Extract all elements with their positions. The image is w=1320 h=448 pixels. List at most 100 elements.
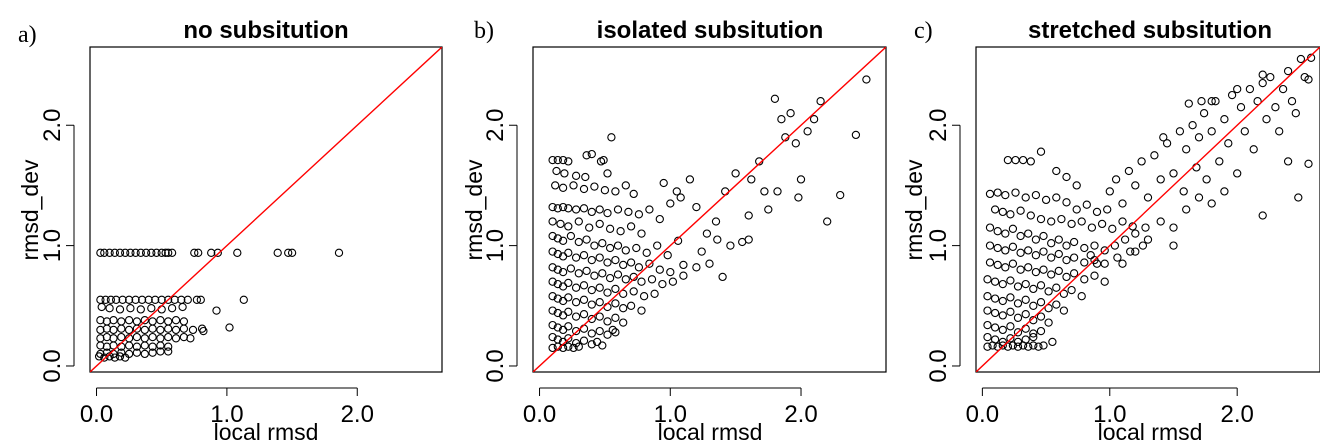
panel-a-y-axis: 0.0 1.0 2.0	[39, 109, 75, 383]
panel-a-point	[94, 352, 104, 361]
panel-b-point	[637, 229, 646, 238]
panel-a-point	[124, 325, 134, 335]
panel-c-point	[1287, 97, 1297, 106]
panel-a-point	[164, 347, 173, 356]
panel-a-point	[199, 326, 208, 336]
panel-b-point	[582, 266, 591, 276]
panel-c-point	[1016, 265, 1025, 274]
panel-c-point	[1233, 84, 1242, 94]
panel-b-point	[816, 97, 825, 106]
panel-c-point	[990, 205, 1000, 214]
panel-b-point	[613, 205, 623, 214]
panel-b-point	[605, 224, 615, 233]
panel-c-point	[1291, 109, 1300, 118]
panel-c-point	[1253, 97, 1262, 106]
panel-a-x-tick-label: 0.0	[80, 401, 113, 428]
panel-c-point	[1143, 235, 1153, 244]
panel-a-point	[233, 248, 242, 257]
panel-b-point	[558, 267, 568, 277]
panel-b-point	[564, 342, 573, 351]
panel-c-point	[1138, 241, 1148, 250]
panel-c-point	[1006, 334, 1015, 343]
panel-b-title: isolated subsitution	[597, 17, 824, 44]
panel-b-point	[777, 115, 786, 124]
panel-c-point	[1021, 193, 1030, 202]
panel-c-point	[1080, 275, 1089, 284]
panel-a-point	[156, 341, 165, 350]
panel-b-point	[637, 277, 646, 286]
panel-b-point	[564, 222, 573, 231]
panel-a-point	[140, 334, 149, 343]
panel-c-point	[1220, 115, 1229, 124]
panel-c-point	[1013, 313, 1023, 322]
panel-c-point	[1100, 277, 1109, 286]
panel-b-point	[558, 236, 568, 245]
panel-b-point	[711, 217, 721, 226]
panel-a-point	[164, 324, 173, 333]
panel-c-point	[1080, 243, 1089, 253]
panel-b-point	[548, 263, 557, 272]
panel-c-point	[998, 296, 1007, 306]
panel-a-point	[164, 342, 173, 351]
panel-a-point	[157, 248, 166, 257]
panel-c-point	[1029, 284, 1038, 294]
panel-b-point	[721, 187, 730, 196]
panel-a-point	[137, 295, 147, 304]
panel-b-point	[650, 289, 659, 298]
panel-b-point	[647, 275, 657, 284]
panel-a-point	[140, 349, 149, 359]
panel-c-point	[990, 277, 1000, 286]
panel-a-point	[148, 324, 157, 333]
panel-b-point	[851, 130, 861, 140]
panel-b-point	[668, 277, 678, 286]
panel-b-point	[744, 235, 753, 244]
panel-a-point	[157, 295, 166, 304]
panel-a-point	[171, 325, 181, 335]
panel-c-point	[1031, 235, 1041, 244]
panel-b-point	[672, 187, 681, 196]
panel-c-point	[1034, 342, 1043, 351]
panel-a-point	[96, 248, 105, 257]
panel-c-point	[1008, 242, 1018, 251]
panel-b-point	[595, 219, 604, 229]
panel-b: b) isolated subsitution 0.0 1.0 2.0 0.0 1.0…	[461, 17, 887, 445]
panel-b-point	[564, 248, 573, 257]
panel-a-point	[115, 305, 125, 314]
panel-a-title: no subsitution	[183, 17, 348, 44]
panel-b-point	[560, 169, 569, 178]
panel-c-point	[985, 189, 995, 199]
panel-c-point	[1062, 241, 1071, 250]
panel-a-point	[102, 324, 112, 333]
panel-c-point	[1006, 322, 1015, 331]
panel-c-point	[1092, 207, 1102, 217]
panel-c-point	[1016, 231, 1025, 241]
panel-c-point	[1054, 249, 1063, 259]
panel-c-point	[1169, 223, 1178, 232]
panel-c-point	[1031, 190, 1041, 200]
panel-c-point	[1092, 259, 1102, 268]
panel-c-point	[1258, 211, 1267, 220]
panel-a-x-tick-label: 2.0	[341, 401, 374, 428]
panel-b-y-tick-label: 1.0	[482, 229, 509, 262]
panel-a-point	[167, 304, 177, 313]
panel-b-point	[705, 259, 714, 268]
panel-b-point	[587, 285, 596, 295]
panel-c-point	[1175, 127, 1185, 136]
panel-b-point	[645, 259, 654, 268]
panel-a-point	[190, 248, 199, 257]
panel-c-point	[1006, 276, 1015, 285]
panel-b-point	[564, 204, 573, 213]
panel-c-point	[1018, 155, 1028, 165]
panel-c-point	[1179, 187, 1188, 196]
panel-b-point	[564, 307, 573, 316]
panel-b-point	[731, 169, 740, 178]
panel-b-y-tick-label: 2.0	[482, 109, 509, 142]
panel-c-point	[1278, 84, 1288, 94]
panel-c-point	[998, 341, 1007, 350]
panel-a-point	[124, 341, 134, 350]
panel-a-point	[148, 332, 157, 342]
panel-c-point	[1304, 75, 1313, 84]
panel-c-point	[983, 320, 992, 330]
panel-c-point	[1003, 342, 1013, 351]
panel-c-point	[1003, 155, 1013, 165]
